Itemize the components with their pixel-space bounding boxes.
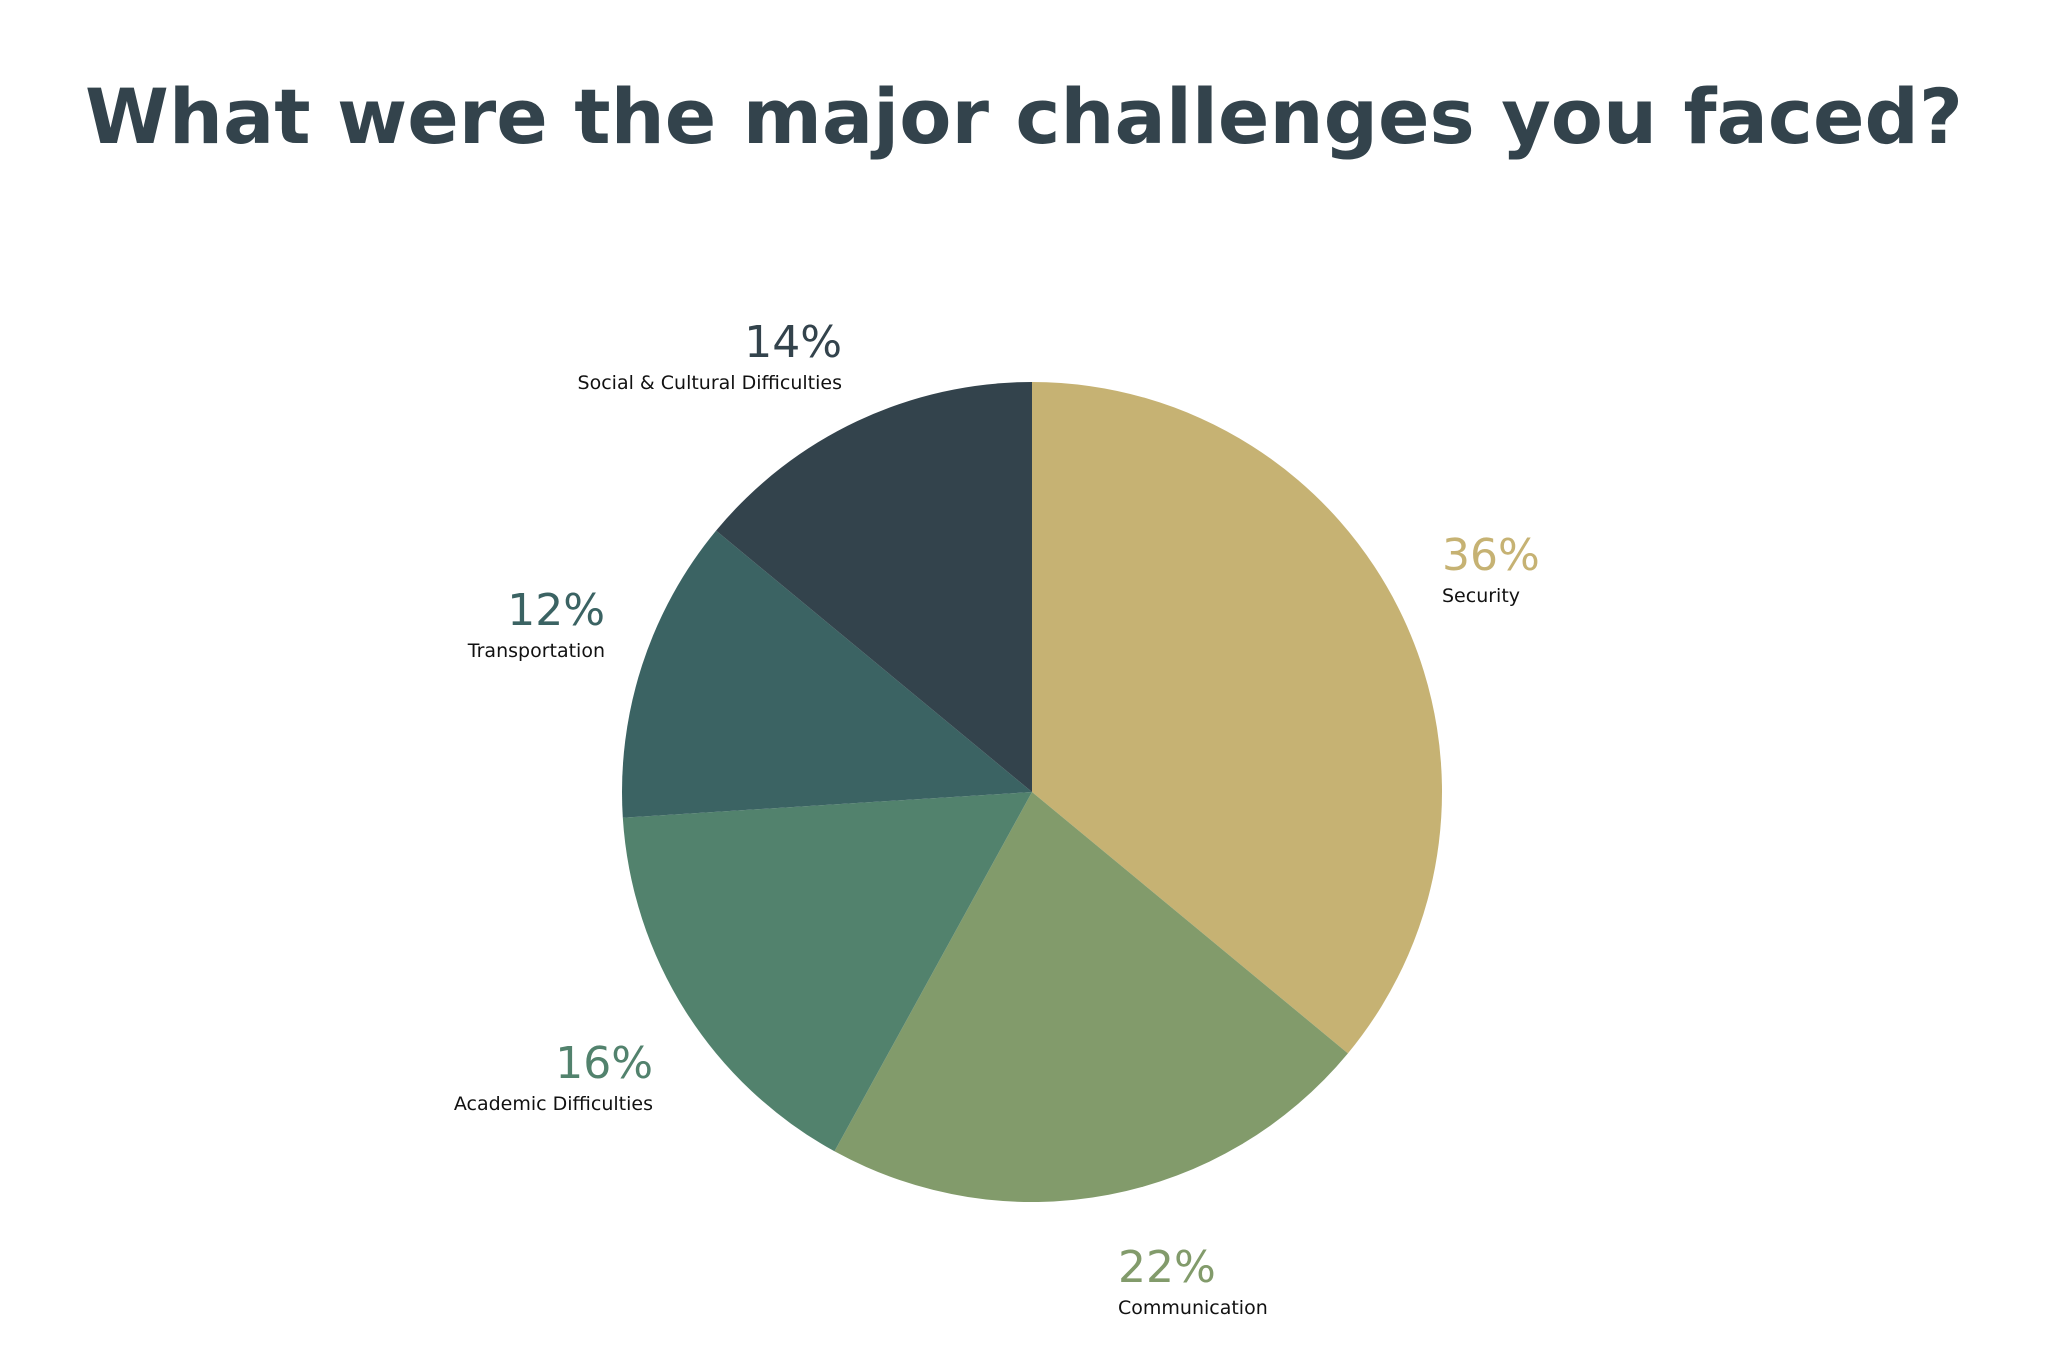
category-label-social-and-cultural-difficulties: Social & Cultural Difficulties	[578, 372, 842, 394]
category-label-academic-difficulties: Academic Difficulties	[454, 1093, 653, 1115]
category-label-security: Security	[1442, 585, 1520, 607]
pct-label-social-and-cultural-difficulties: 14%	[744, 317, 842, 368]
pct-label-academic-difficulties: 16%	[555, 1038, 653, 1089]
pie-slices	[622, 382, 1442, 1202]
pie-slice-security	[1032, 382, 1442, 1054]
category-label-transportation: Transportation	[467, 640, 605, 662]
pie-slice-social-and-cultural-difficulties	[716, 382, 1032, 792]
pct-label-security: 36%	[1442, 530, 1540, 581]
chart-title: What were the major challenges you faced…	[85, 72, 1963, 161]
pct-label-communication: 22%	[1118, 1242, 1216, 1293]
pie-slice-transportation	[622, 530, 1032, 818]
pie-labels: 36% Security 22% Communication 16% Academic D…	[454, 317, 1540, 1319]
category-label-communication: Communication	[1118, 1297, 1268, 1319]
pie-slice-communication	[834, 792, 1348, 1202]
pie-slice-academic-difficulties	[622, 792, 1032, 1152]
pct-label-transportation: 12%	[507, 585, 605, 636]
